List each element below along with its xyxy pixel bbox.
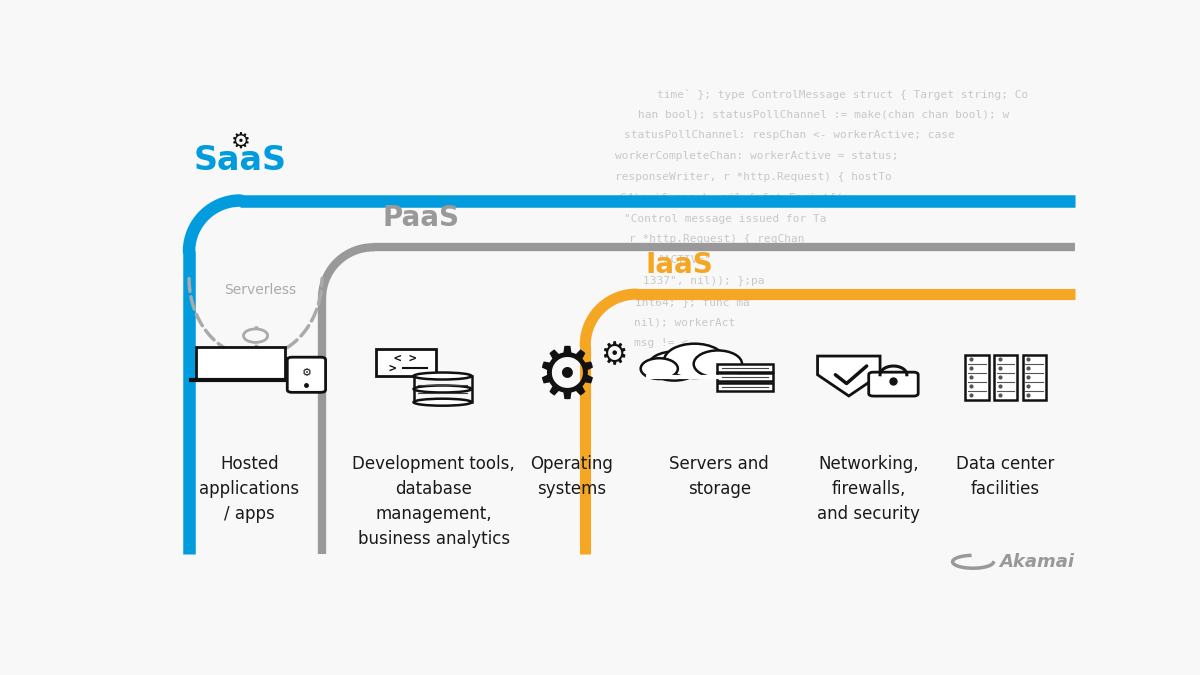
FancyBboxPatch shape [716, 383, 773, 391]
Text: Akamai: Akamai [1000, 553, 1074, 571]
Text: Networking,
firewalls,
and security: Networking, firewalls, and security [817, 455, 920, 523]
Text: Data center
facilities: Data center facilities [956, 455, 1055, 498]
Text: Hosted
applications
/ apps: Hosted applications / apps [199, 455, 300, 523]
Text: 1337", nil)); };pa: 1337", nil)); };pa [643, 276, 764, 286]
Ellipse shape [414, 373, 472, 379]
Text: SaaS: SaaS [193, 144, 287, 177]
Text: "ACTIVE": "ACTIVE" [656, 255, 710, 265]
Text: time` }; type ControlMessage struct { Target string; Co: time` }; type ControlMessage struct { Ta… [656, 89, 1028, 100]
Circle shape [641, 358, 678, 379]
Text: ⚙: ⚙ [301, 369, 312, 378]
FancyBboxPatch shape [716, 364, 773, 372]
Text: han bool); statusPollChannel := make(chan chan bool); w: han bool); statusPollChannel := make(cha… [638, 109, 1009, 119]
FancyBboxPatch shape [196, 348, 286, 380]
Text: statusPollChannel: respChan <- workerActive; case: statusPollChannel: respChan <- workerAct… [624, 130, 955, 140]
FancyBboxPatch shape [716, 373, 773, 381]
Text: int64; }; func ma: int64; }; func ma [636, 297, 750, 306]
Text: Development tools,
database
management,
business analytics: Development tools, database management, … [353, 455, 515, 548]
Text: Operating
systems: Operating systems [530, 455, 613, 498]
Circle shape [648, 352, 700, 381]
Text: workerCompleteChan: workerActive = status;: workerCompleteChan: workerActive = statu… [616, 151, 899, 161]
Text: < >: < > [395, 352, 418, 364]
Circle shape [664, 344, 725, 378]
Text: PaaS: PaaS [383, 204, 460, 232]
Ellipse shape [414, 385, 472, 392]
Text: responseWriter, r *http.Request) { hostTo: responseWriter, r *http.Request) { hostT… [616, 172, 892, 182]
Text: ⚙: ⚙ [230, 132, 251, 152]
Text: ⚙: ⚙ [600, 342, 628, 371]
Text: msg != <: msg != < [634, 338, 688, 348]
FancyBboxPatch shape [966, 355, 989, 400]
Text: r *http.Request) { reqChan: r *http.Request) { reqChan [629, 234, 804, 244]
FancyBboxPatch shape [376, 348, 436, 376]
FancyBboxPatch shape [287, 357, 325, 392]
FancyBboxPatch shape [1022, 355, 1045, 400]
Circle shape [694, 350, 742, 377]
Circle shape [244, 329, 268, 342]
FancyBboxPatch shape [869, 372, 918, 396]
Text: >: > [389, 362, 396, 375]
Ellipse shape [414, 399, 472, 406]
Text: IaaS: IaaS [646, 250, 714, 279]
Text: nil); workerAct: nil); workerAct [634, 317, 734, 327]
FancyBboxPatch shape [994, 355, 1018, 400]
Text: Serverless: Serverless [224, 283, 296, 297]
Text: Servers and
storage: Servers and storage [670, 455, 769, 498]
Text: 64); if err != nil { fmt.Fprintf(w,: 64); if err != nil { fmt.Fprintf(w, [619, 193, 856, 202]
Text: "Control message issued for Ta: "Control message issued for Ta [624, 213, 827, 223]
Text: ⚙: ⚙ [534, 344, 599, 413]
Polygon shape [817, 356, 880, 396]
